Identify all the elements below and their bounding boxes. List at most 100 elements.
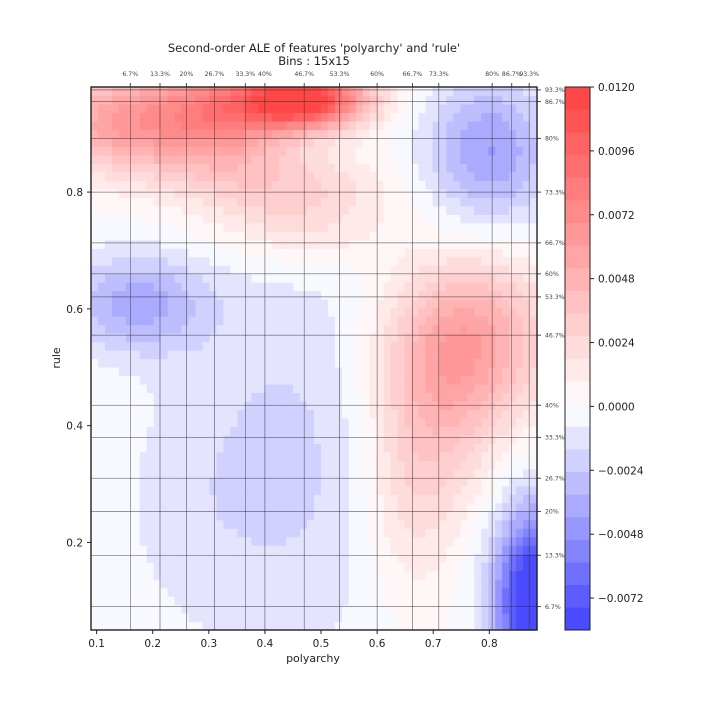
heat-cell <box>181 485 190 495</box>
heat-cell <box>502 129 510 139</box>
heat-cell <box>523 434 531 444</box>
heat-cell <box>397 494 406 504</box>
heat-cell <box>223 460 231 470</box>
heat-cell <box>502 502 510 512</box>
heat-cell <box>230 112 238 122</box>
heat-cell <box>334 120 343 131</box>
heat-cell <box>293 460 301 470</box>
heat-cell <box>523 146 531 156</box>
heat-cell <box>369 333 378 343</box>
heat-cell <box>467 570 475 580</box>
heat-cell <box>293 451 301 461</box>
heat-cell <box>125 417 134 427</box>
heat-cell <box>314 137 322 147</box>
x-axis-label: polyarchy <box>286 652 340 665</box>
heat-cell <box>230 604 238 614</box>
heat-cell <box>411 400 420 410</box>
x-quantile-label: 53.3% <box>330 71 350 78</box>
heat-cell <box>334 409 343 419</box>
heat-cell <box>390 180 399 190</box>
heat-cell <box>481 333 489 343</box>
heat-cell <box>418 383 427 394</box>
heat-cell <box>251 87 259 97</box>
heat-cell <box>300 316 308 326</box>
heat-cell <box>481 621 489 631</box>
heat-cell <box>111 112 120 122</box>
heat-cell <box>111 350 120 360</box>
heat-cell <box>91 604 99 614</box>
heat-cell <box>439 197 448 207</box>
heat-cell <box>293 112 301 122</box>
heat-cell <box>153 460 162 470</box>
heat-cell <box>397 324 406 334</box>
heat-cell <box>495 222 503 232</box>
heat-cell <box>439 494 448 504</box>
heat-cell <box>418 596 427 606</box>
heat-cell <box>439 163 448 173</box>
heat-cell <box>390 290 399 300</box>
heat-cell <box>334 621 343 631</box>
heat-cell <box>230 383 238 394</box>
heat-cell <box>432 137 441 147</box>
heat-cell <box>174 120 183 131</box>
heat-cell <box>467 375 475 385</box>
heat-cell <box>251 366 259 377</box>
heat-cell <box>404 239 413 249</box>
heat-cell <box>251 163 259 173</box>
heat-cell <box>481 129 489 139</box>
heat-cell <box>314 341 322 351</box>
heat-cell <box>237 528 245 538</box>
heat-cell <box>453 417 461 427</box>
heat-cell <box>160 409 169 419</box>
heat-cell <box>516 95 524 105</box>
heat-cell <box>251 256 259 266</box>
heat-cell <box>160 222 169 232</box>
heat-cell <box>97 434 106 444</box>
heat-cell <box>209 545 218 555</box>
heat-cell <box>237 146 245 156</box>
heat-cell <box>314 265 322 275</box>
heat-cell <box>432 511 441 521</box>
heat-cell <box>404 154 413 164</box>
y-quantile-label: 40% <box>545 402 559 409</box>
heat-cell <box>509 570 517 580</box>
heat-cell <box>258 528 266 538</box>
heat-cell <box>355 350 364 360</box>
heat-cell <box>502 146 510 156</box>
heat-cell <box>139 545 148 555</box>
heat-cell <box>334 316 343 326</box>
heat-cell <box>327 103 336 114</box>
heat-cell <box>502 324 510 334</box>
heat-cell <box>314 358 322 368</box>
heat-cell <box>523 103 531 114</box>
heat-cell <box>320 485 329 495</box>
heat-cell <box>369 265 378 275</box>
heat-cell <box>327 154 336 164</box>
heat-cell <box>460 400 468 410</box>
heat-cell <box>118 460 127 470</box>
heat-cell <box>516 443 524 453</box>
heat-cell <box>153 375 162 385</box>
heat-cell <box>286 596 294 606</box>
heat-cell <box>251 426 259 436</box>
heat-cell <box>111 494 120 504</box>
heat-cell <box>404 333 413 343</box>
heat-cell <box>376 604 385 614</box>
heat-cell <box>244 528 252 538</box>
heat-cell <box>425 528 434 538</box>
heat-cell <box>460 324 468 334</box>
heat-cell <box>355 553 364 563</box>
heat-cell <box>334 553 343 563</box>
heat-cell <box>355 511 364 521</box>
heat-cell <box>383 231 392 241</box>
heat-cell <box>362 273 371 283</box>
heat-cell <box>348 197 357 207</box>
heat-cell <box>153 137 162 147</box>
heat-cell <box>362 553 371 563</box>
heat-cell <box>286 434 294 444</box>
heat-cell <box>237 188 245 198</box>
heat-cell <box>118 154 127 164</box>
heat-cell <box>432 613 441 623</box>
heat-cell <box>418 120 427 131</box>
heat-cell <box>334 333 343 343</box>
